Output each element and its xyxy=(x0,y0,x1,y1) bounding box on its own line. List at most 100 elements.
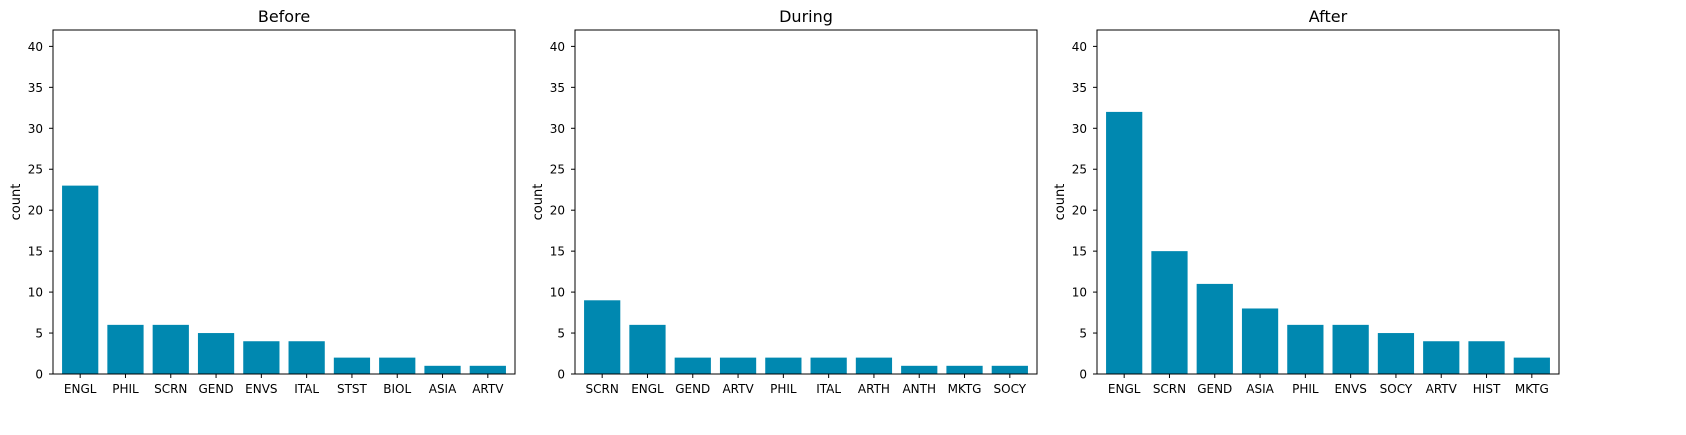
x-tick-label: ASIA xyxy=(429,382,457,396)
y-tick-label: 35 xyxy=(28,81,43,95)
y-tick-label: 40 xyxy=(550,40,565,54)
chart-panel-1: SCRN ENGL GEND ARTV PHIL ITAL ARTH ANTH MKTG SOCY… xyxy=(531,7,1038,396)
x-tick-label: ARTV xyxy=(1426,382,1458,396)
chart-panel-0: ENGL PHIL SCRN GEND ENVS ITAL STST BIOL ASIA ARTV… xyxy=(9,7,516,396)
bar-gend xyxy=(674,357,711,374)
chart-title: During xyxy=(779,7,833,26)
bar-asia xyxy=(424,365,461,374)
y-tick-label: 5 xyxy=(35,327,43,341)
bar-artv xyxy=(719,357,757,374)
x-tick-label: PHIL xyxy=(1292,382,1319,396)
x-tick-label: MKTG xyxy=(948,382,982,396)
bar-engl xyxy=(629,324,666,374)
y-tick-label: 20 xyxy=(28,204,43,218)
bar-anth xyxy=(901,365,938,374)
x-tick-label: SCRN xyxy=(1153,382,1186,396)
x-tick-label: ENVS xyxy=(245,382,277,396)
x-tick-label: ENGL xyxy=(1108,382,1141,396)
x-tick-label: STST xyxy=(337,382,368,396)
bar-scrn xyxy=(1151,251,1188,374)
x-tick-label: ENVS xyxy=(1334,382,1366,396)
y-tick-label: 15 xyxy=(1072,245,1087,259)
bar-socy xyxy=(1377,333,1415,374)
x-tick-label: PHIL xyxy=(770,382,797,396)
x-tick-label: SOCY xyxy=(1380,382,1413,396)
bar-gend xyxy=(1196,283,1233,374)
bar-asia xyxy=(1241,308,1279,374)
bar-engl xyxy=(1106,111,1143,375)
y-tick-label: 0 xyxy=(557,368,565,382)
x-tick-label: ENGL xyxy=(631,382,664,396)
y-tick-label: 40 xyxy=(1072,40,1087,54)
bar-phil xyxy=(107,324,144,374)
bar-ital xyxy=(288,341,325,374)
x-tick-label: HIST xyxy=(1473,382,1501,396)
y-tick-label: 35 xyxy=(550,81,565,95)
x-tick-label: ARTV xyxy=(722,382,754,396)
plot-frame xyxy=(1096,29,1560,375)
x-tick-label: GEND xyxy=(675,382,710,396)
x-tick-label: GEND xyxy=(1197,382,1232,396)
chart-title: Before xyxy=(258,7,310,26)
x-tick-label: SOCY xyxy=(994,382,1027,396)
bar-scrn xyxy=(152,324,189,374)
bar-mktg xyxy=(1513,357,1550,374)
y-tick-label: 20 xyxy=(1072,204,1087,218)
bar-arth xyxy=(855,357,893,374)
x-tick-label: ITAL xyxy=(816,382,841,396)
x-tick-label: PHIL xyxy=(112,382,139,396)
x-tick-label: ITAL xyxy=(294,382,319,396)
bar-artv xyxy=(1423,341,1460,374)
y-axis-label: count xyxy=(531,184,546,221)
y-tick-label: 30 xyxy=(550,122,565,136)
y-tick-label: 15 xyxy=(28,245,43,259)
y-tick-label: 5 xyxy=(557,327,565,341)
bar-phil xyxy=(765,357,802,374)
chart-panel-2: ENGL SCRN GEND ASIA PHIL ENVS SOCY ARTV HIST MKTG… xyxy=(1053,7,1560,396)
bar-stst xyxy=(333,357,371,374)
y-tick-label: 0 xyxy=(35,368,43,382)
chart-title: After xyxy=(1309,7,1348,26)
y-tick-label: 40 xyxy=(28,40,43,54)
bar-engl xyxy=(62,185,99,374)
bar-gend xyxy=(197,333,235,374)
x-tick-label: SCRN xyxy=(586,382,619,396)
bar-biol xyxy=(379,357,416,374)
y-tick-label: 10 xyxy=(1072,286,1087,300)
y-tick-label: 25 xyxy=(1072,163,1087,177)
y-tick-label: 25 xyxy=(28,163,43,177)
bar-envs xyxy=(243,341,280,374)
y-axis-label: count xyxy=(9,184,24,221)
bar-scrn xyxy=(584,300,621,374)
bar-mktg xyxy=(946,365,983,374)
plot-frame xyxy=(574,29,1038,375)
bar-phil xyxy=(1287,324,1324,374)
bar-envs xyxy=(1332,324,1369,374)
x-tick-label: SCRN xyxy=(154,382,187,396)
y-tick-label: 25 xyxy=(550,163,565,177)
y-tick-label: 20 xyxy=(550,204,565,218)
y-tick-label: 5 xyxy=(1079,327,1087,341)
y-axis-label: count xyxy=(1053,184,1068,221)
y-tick-label: 15 xyxy=(550,245,565,259)
y-tick-label: 30 xyxy=(1072,122,1087,136)
y-tick-label: 0 xyxy=(1079,368,1087,382)
y-tick-label: 10 xyxy=(550,286,565,300)
y-tick-label: 35 xyxy=(1072,81,1087,95)
bar-hist xyxy=(1468,341,1505,374)
x-tick-label: MKTG xyxy=(1515,382,1549,396)
x-tick-label: ARTH xyxy=(858,382,890,396)
x-tick-label: ARTV xyxy=(472,382,504,396)
x-tick-label: BIOL xyxy=(383,382,411,396)
x-tick-label: ANTH xyxy=(902,382,936,396)
x-tick-label: GEND xyxy=(199,382,234,396)
bar-socy xyxy=(991,365,1028,374)
x-tick-label: ASIA xyxy=(1246,382,1274,396)
x-tick-label: ENGL xyxy=(64,382,97,396)
y-tick-label: 30 xyxy=(28,122,43,136)
bar-artv xyxy=(469,365,506,374)
plot-frame xyxy=(52,29,516,375)
bar-ital xyxy=(810,357,847,374)
y-tick-label: 10 xyxy=(28,286,43,300)
